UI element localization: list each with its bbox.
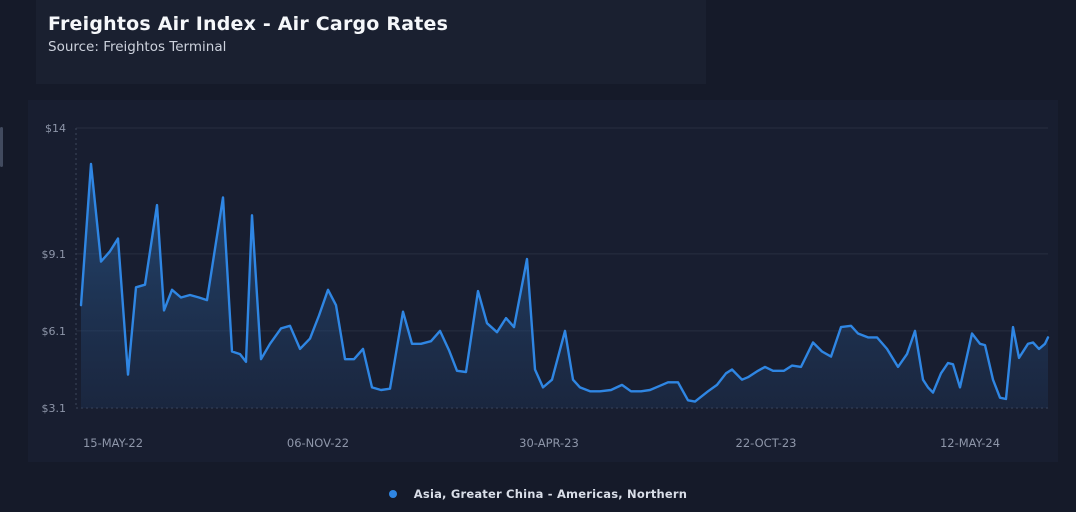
- source-label: Source: Freightos Terminal: [48, 39, 227, 55]
- legend-item[interactable]: Asia, Greater China - Americas, Northern: [0, 484, 1076, 504]
- x-tick-label: 15-MAY-22: [83, 436, 143, 450]
- chart-header: Freightos Air Index - Air Cargo Rates So…: [48, 13, 448, 55]
- y-tick-label: $14: [45, 122, 66, 135]
- page-title: Freightos Air Index - Air Cargo Rates: [48, 13, 449, 35]
- scrollbar-thumb[interactable]: [0, 127, 3, 167]
- x-tick-label: 30-APR-23: [519, 436, 579, 450]
- x-tick-label: 06-NOV-22: [287, 436, 349, 450]
- legend-label: Asia, Greater China - Americas, Northern: [413, 487, 688, 501]
- legend-dot-icon: [388, 490, 397, 498]
- y-tick-label: $6.1: [42, 325, 67, 338]
- y-tick-label: $9.1: [42, 248, 67, 261]
- series-line[interactable]: [79, 162, 1050, 403]
- x-tick-label: 22-OCT-23: [736, 436, 797, 450]
- series-area: [81, 164, 1048, 408]
- y-tick-label: $3.1: [42, 402, 67, 415]
- x-tick-label: 12-MAY-24: [940, 436, 1000, 450]
- header-card: [36, 0, 706, 84]
